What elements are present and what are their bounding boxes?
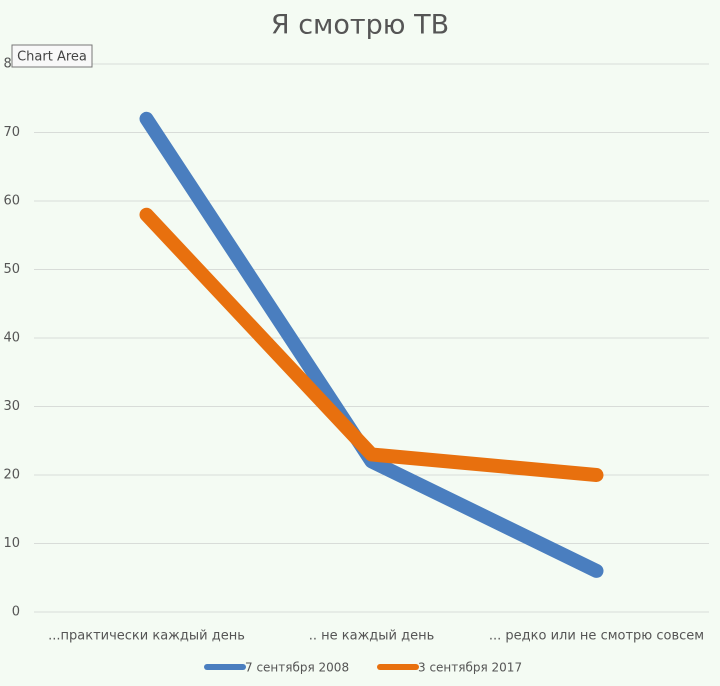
y-tick-label: 60 [3, 194, 20, 209]
legend-label: 3 сентября 2017 [418, 661, 522, 675]
tooltip-box [11, 44, 93, 68]
x-tick-label: .. не каждый день [309, 629, 435, 644]
y-tick-label: 30 [3, 399, 20, 414]
y-tick-label: 70 [3, 125, 20, 140]
y-tick-label: 10 [3, 536, 20, 551]
y-tick-label: 0 [12, 605, 20, 620]
x-tick-label: ... редко или не смотрю совсем [489, 629, 704, 644]
y-tick-label: 20 [3, 468, 20, 483]
x-tick-label: ...практически каждый день [48, 629, 245, 644]
legend-label: 7 сентября 2008 [245, 661, 349, 675]
y-tick-label: 40 [3, 331, 20, 346]
series-line [139, 207, 604, 482]
y-tick-label: 50 [3, 262, 20, 277]
tooltip: Chart Area [11, 44, 93, 68]
tooltip-text: Chart Area [17, 50, 87, 65]
chart-title: Я смотрю ТВ [271, 10, 449, 41]
